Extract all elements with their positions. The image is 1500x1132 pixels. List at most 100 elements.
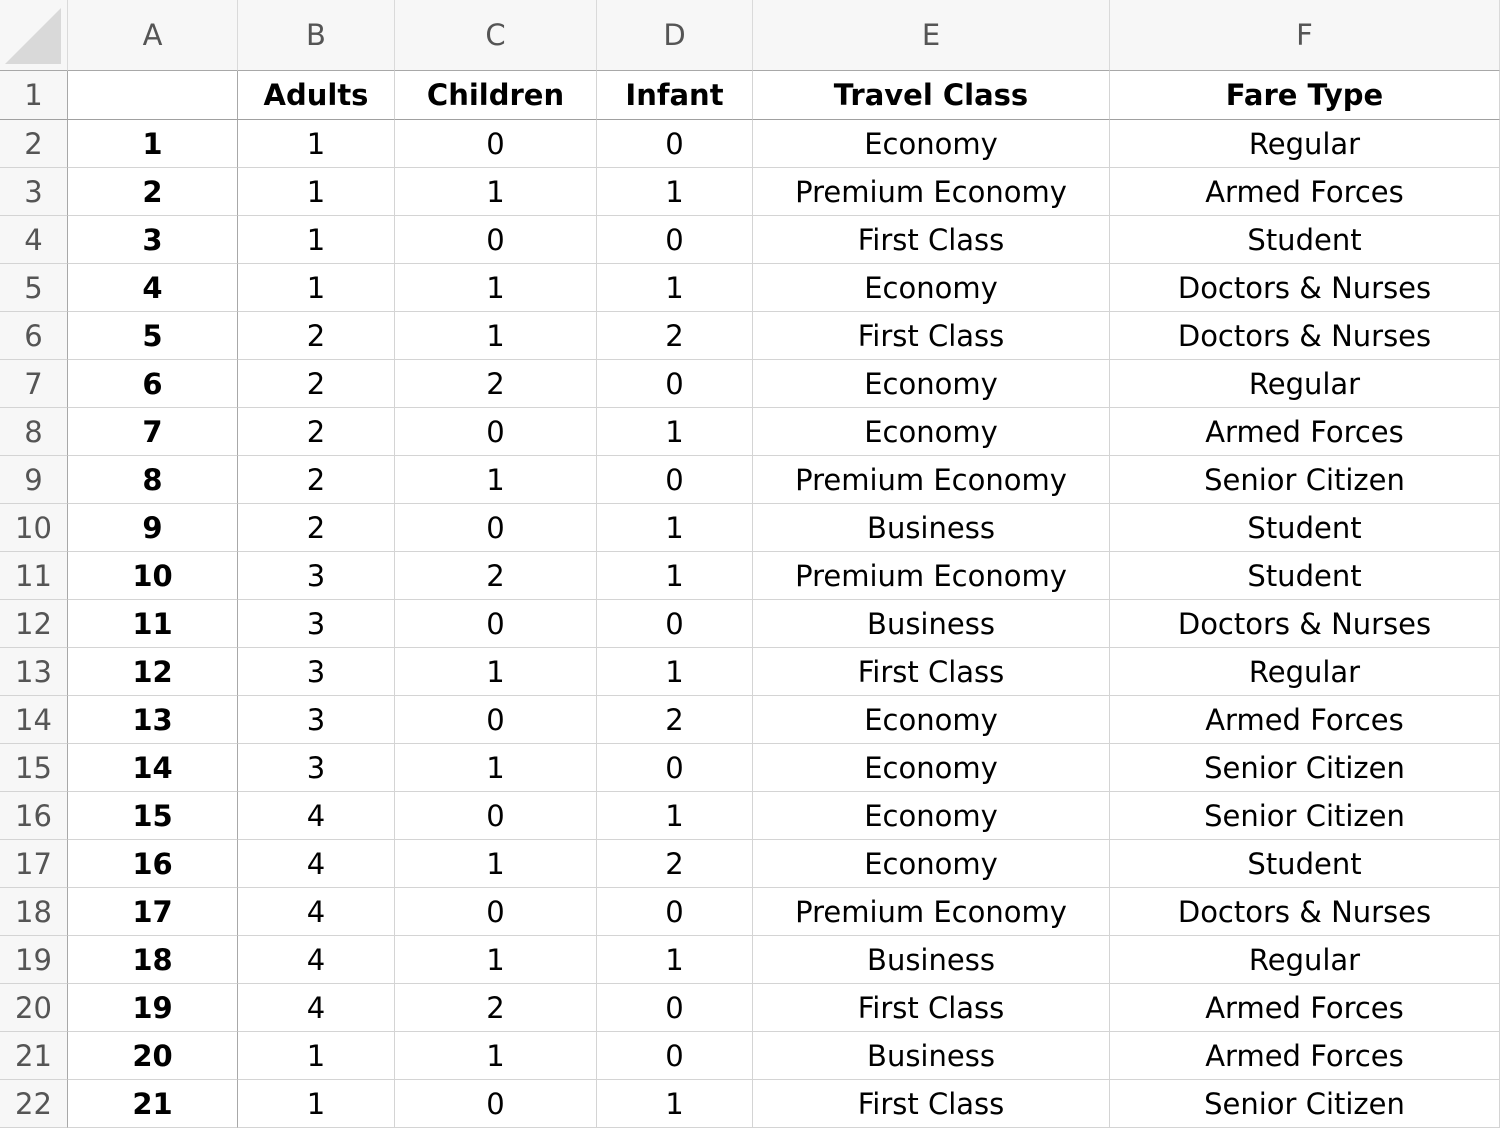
row-header[interactable]: 17: [0, 840, 68, 888]
cell[interactable]: 1: [395, 936, 597, 984]
cell[interactable]: 2: [238, 456, 395, 504]
cell[interactable]: 17: [68, 888, 238, 936]
cell[interactable]: Business: [753, 504, 1110, 552]
cell[interactable]: Economy: [753, 360, 1110, 408]
cell[interactable]: 1: [395, 1032, 597, 1080]
cell[interactable]: Student: [1110, 552, 1500, 600]
cell[interactable]: 10: [68, 552, 238, 600]
cell[interactable]: 0: [395, 216, 597, 264]
cell[interactable]: 4: [238, 792, 395, 840]
cell[interactable]: Economy: [753, 744, 1110, 792]
cell[interactable]: 1: [238, 1032, 395, 1080]
cell[interactable]: 1: [238, 120, 395, 168]
row-header[interactable]: 13: [0, 648, 68, 696]
cell[interactable]: Doctors & Nurses: [1110, 264, 1500, 312]
cell[interactable]: 0: [597, 1032, 753, 1080]
cell[interactable]: 3: [238, 648, 395, 696]
row-header[interactable]: 9: [0, 456, 68, 504]
row-header[interactable]: 19: [0, 936, 68, 984]
row-header[interactable]: 1: [0, 71, 68, 120]
cell[interactable]: Armed Forces: [1110, 1032, 1500, 1080]
header-cell[interactable]: Fare Type: [1110, 71, 1500, 120]
cell[interactable]: 1: [597, 408, 753, 456]
cell[interactable]: Economy: [753, 792, 1110, 840]
cell[interactable]: Armed Forces: [1110, 696, 1500, 744]
cell[interactable]: Student: [1110, 216, 1500, 264]
cell[interactable]: 12: [68, 648, 238, 696]
cell[interactable]: 4: [238, 840, 395, 888]
cell[interactable]: 2: [395, 552, 597, 600]
cell[interactable]: 0: [395, 888, 597, 936]
cell[interactable]: 3: [238, 552, 395, 600]
cell[interactable]: 1: [238, 1080, 395, 1128]
row-header[interactable]: 10: [0, 504, 68, 552]
cell[interactable]: 6: [68, 360, 238, 408]
cell[interactable]: Economy: [753, 840, 1110, 888]
column-header-f[interactable]: F: [1110, 0, 1500, 71]
header-cell[interactable]: [68, 71, 238, 120]
cell[interactable]: 5: [68, 312, 238, 360]
cell[interactable]: 4: [68, 264, 238, 312]
cell[interactable]: First Class: [753, 312, 1110, 360]
cell[interactable]: 7: [68, 408, 238, 456]
cell[interactable]: Regular: [1110, 120, 1500, 168]
cell[interactable]: 0: [597, 744, 753, 792]
cell[interactable]: 1: [597, 648, 753, 696]
cell[interactable]: 0: [597, 888, 753, 936]
cell[interactable]: Senior Citizen: [1110, 456, 1500, 504]
cell[interactable]: Doctors & Nurses: [1110, 888, 1500, 936]
cell[interactable]: 3: [238, 600, 395, 648]
row-header[interactable]: 18: [0, 888, 68, 936]
cell[interactable]: Economy: [753, 120, 1110, 168]
cell[interactable]: Economy: [753, 264, 1110, 312]
cell[interactable]: Student: [1110, 840, 1500, 888]
column-header-d[interactable]: D: [597, 0, 753, 71]
row-header[interactable]: 2: [0, 120, 68, 168]
cell[interactable]: 15: [68, 792, 238, 840]
row-header[interactable]: 5: [0, 264, 68, 312]
cell[interactable]: Premium Economy: [753, 168, 1110, 216]
cell[interactable]: 2: [238, 408, 395, 456]
row-header[interactable]: 15: [0, 744, 68, 792]
cell[interactable]: Economy: [753, 696, 1110, 744]
cell[interactable]: 9: [68, 504, 238, 552]
row-header[interactable]: 22: [0, 1080, 68, 1128]
cell[interactable]: 1: [395, 648, 597, 696]
column-header-c[interactable]: C: [395, 0, 597, 71]
cell[interactable]: 0: [597, 120, 753, 168]
cell[interactable]: 1: [597, 792, 753, 840]
cell[interactable]: 8: [68, 456, 238, 504]
cell[interactable]: 0: [395, 120, 597, 168]
cell[interactable]: 19: [68, 984, 238, 1032]
cell[interactable]: Student: [1110, 504, 1500, 552]
cell[interactable]: 1: [597, 1080, 753, 1128]
row-header[interactable]: 16: [0, 792, 68, 840]
row-header[interactable]: 11: [0, 552, 68, 600]
cell[interactable]: Regular: [1110, 648, 1500, 696]
cell[interactable]: 3: [238, 744, 395, 792]
cell[interactable]: 18: [68, 936, 238, 984]
cell[interactable]: 1: [395, 840, 597, 888]
header-cell[interactable]: Children: [395, 71, 597, 120]
cell[interactable]: 2: [597, 840, 753, 888]
row-header[interactable]: 8: [0, 408, 68, 456]
row-header[interactable]: 20: [0, 984, 68, 1032]
cell[interactable]: 2: [68, 168, 238, 216]
cell[interactable]: 1: [395, 456, 597, 504]
cell[interactable]: Doctors & Nurses: [1110, 312, 1500, 360]
cell[interactable]: 0: [395, 408, 597, 456]
header-cell[interactable]: Infant: [597, 71, 753, 120]
cell[interactable]: Senior Citizen: [1110, 744, 1500, 792]
cell[interactable]: 2: [238, 360, 395, 408]
cell[interactable]: First Class: [753, 648, 1110, 696]
column-header-b[interactable]: B: [238, 0, 395, 71]
select-all-button[interactable]: [0, 0, 68, 71]
cell[interactable]: 0: [395, 600, 597, 648]
header-cell[interactable]: Travel Class: [753, 71, 1110, 120]
cell[interactable]: Armed Forces: [1110, 408, 1500, 456]
cell[interactable]: First Class: [753, 1080, 1110, 1128]
cell[interactable]: Regular: [1110, 360, 1500, 408]
cell[interactable]: 3: [238, 696, 395, 744]
cell[interactable]: 1: [597, 264, 753, 312]
cell[interactable]: 0: [395, 792, 597, 840]
